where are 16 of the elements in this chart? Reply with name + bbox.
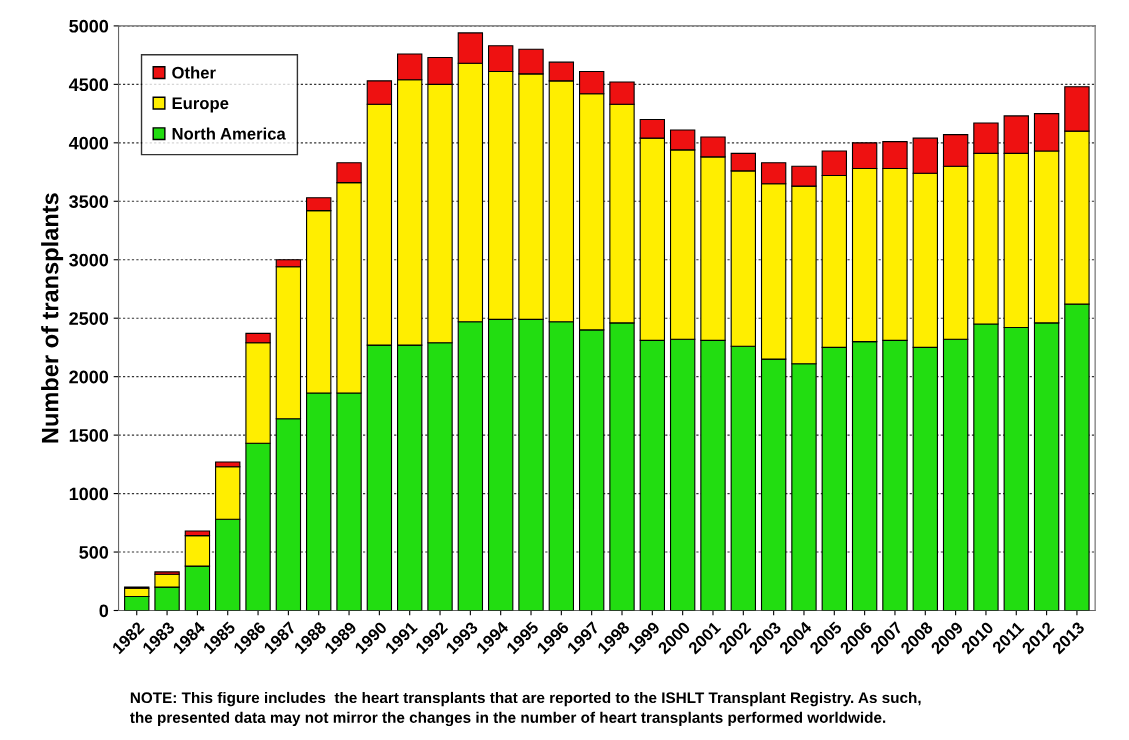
legend-label: Other (172, 66, 216, 79)
y-tick-label: 0 (99, 604, 109, 618)
y-axis-title: Number of transplants (41, 193, 64, 443)
legend-label: Europe (172, 97, 229, 113)
y-tick-label: 4500 (68, 78, 109, 92)
y-tick-label: 500 (79, 545, 109, 559)
legend-label: North America (172, 127, 286, 140)
y-tick-label: 5000 (69, 19, 109, 33)
text: NOTE: This figure includes the heart transplants that are reported to the ISHLT Transplant Registry. As such, the presented data may not mirror the changes in the number of heart transplants performed worldwide. (130, 691, 921, 727)
y-tick-label: 3000 (69, 253, 109, 267)
y-tick-label: 2500 (69, 312, 109, 325)
y-tick-label: 1000 (69, 487, 109, 501)
y-tick-label: 1500 (69, 429, 109, 442)
y-tick-label: 3500 (69, 195, 109, 209)
y-tick-label: 2000 (69, 370, 109, 384)
y-tick-label: 4000 (68, 136, 109, 150)
